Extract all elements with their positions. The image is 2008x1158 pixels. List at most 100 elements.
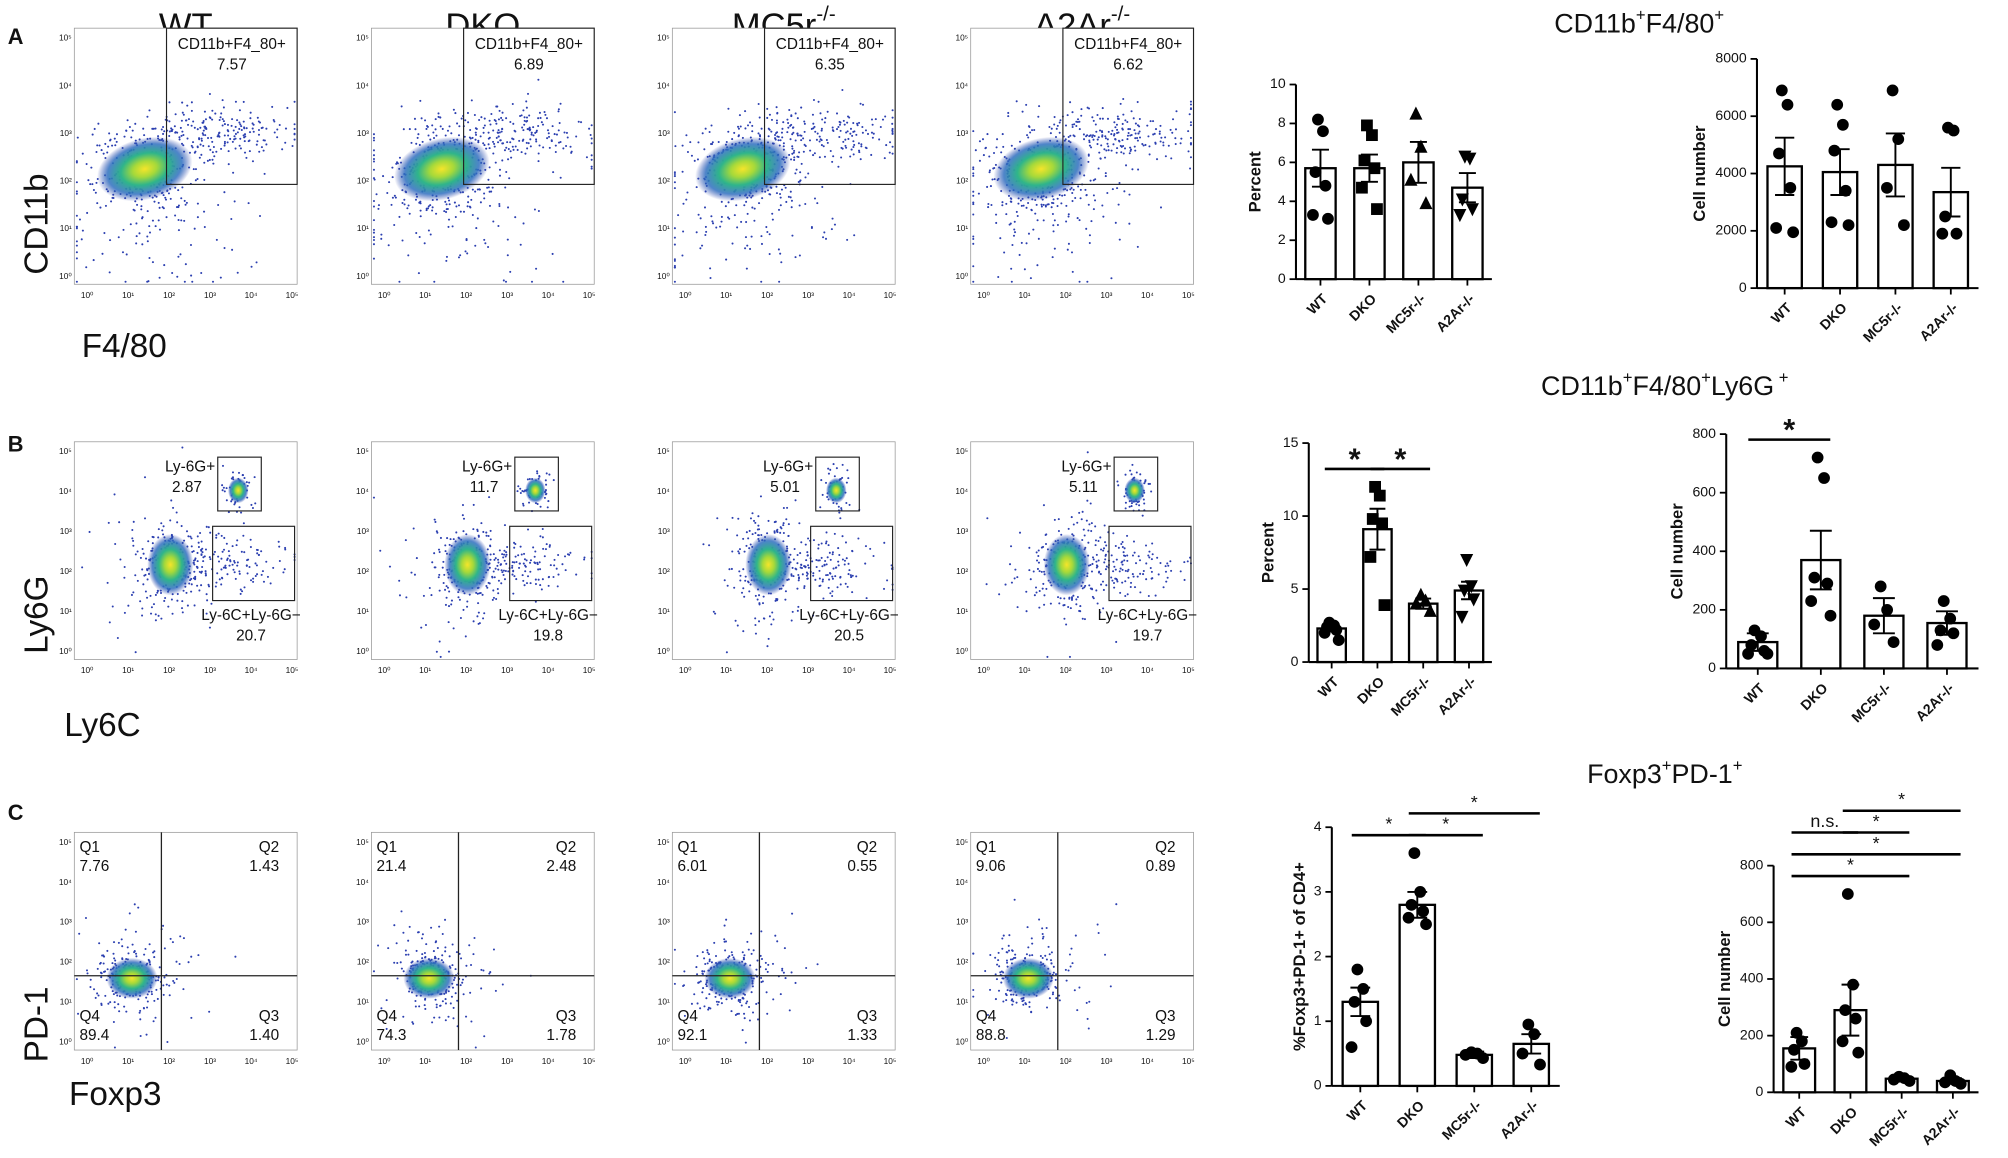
flow-y-tick-label: 10³: [658, 128, 670, 138]
flow-event: [142, 1007, 146, 1010]
flow-event: [1164, 136, 1167, 139]
flow-event: [825, 540, 828, 543]
flow-event: [457, 204, 461, 207]
flow-event: [746, 212, 749, 215]
flow-event: [842, 119, 845, 122]
flow-event: [1029, 277, 1032, 280]
flow-event: [206, 599, 209, 602]
flow-event: [1067, 215, 1070, 218]
flow-y-tick-label: 10¹: [658, 606, 670, 616]
flow-event: [523, 558, 526, 561]
flow-event: [791, 234, 794, 237]
flow-event: [682, 230, 685, 233]
flow-event: [737, 125, 740, 128]
flow-event: [1058, 602, 1061, 605]
flow-event: [1023, 268, 1026, 271]
flow-event: [180, 607, 184, 610]
flow-event: [1142, 144, 1145, 147]
flow-event: [1094, 544, 1097, 547]
flow-event: [1122, 551, 1125, 554]
flow-event: [681, 170, 684, 173]
flow-event: [75, 190, 78, 193]
flow-event: [147, 958, 150, 961]
flow-y-tick-label: 10²: [658, 176, 670, 186]
flow-event: [782, 522, 785, 525]
flow-event: [450, 995, 453, 998]
flow-event: [882, 587, 886, 590]
flow-event: [385, 1027, 388, 1030]
flow-event: [847, 477, 850, 480]
flow-event: [562, 147, 565, 150]
flow-event: [242, 134, 245, 137]
flow-event: [231, 248, 234, 251]
flow-event: [751, 130, 754, 133]
flow-event: [417, 272, 420, 275]
gate-label: Ly-6G+: [462, 458, 512, 475]
flow-event: [1172, 118, 1175, 121]
flow-event: [492, 553, 495, 556]
flow-event: [837, 560, 840, 563]
flow-event: [261, 570, 264, 573]
flow-event: [245, 564, 248, 567]
flow-x-tick-label: 10⁵: [1182, 290, 1195, 300]
flow-event: [1087, 203, 1090, 206]
flow-event: [238, 127, 241, 130]
flow-event: [1133, 129, 1136, 132]
flow-event: [216, 572, 219, 575]
flow-event: [689, 141, 692, 144]
flow-event: [1042, 582, 1045, 585]
gate-label: 6.35: [815, 56, 845, 73]
flow-event: [1115, 151, 1118, 154]
flow-x-tick-label: 10¹: [419, 290, 431, 300]
flow-event: [532, 126, 535, 129]
flow-event: [456, 999, 459, 1002]
flow-event: [794, 139, 797, 142]
flow-event: [845, 146, 848, 149]
flow-event: [492, 589, 495, 592]
flow-event: [1005, 213, 1008, 216]
flow-event: [1069, 134, 1072, 137]
flow-event: [107, 1002, 110, 1005]
flow-event: [1033, 128, 1036, 132]
flow-event: [1116, 147, 1119, 150]
flow-event: [511, 145, 514, 148]
flow-event: [799, 134, 802, 137]
flow-event: [1119, 591, 1122, 594]
flow-y-tick-label: 10⁰: [59, 271, 72, 281]
flow-density: [227, 477, 249, 504]
flow-event: [590, 158, 593, 161]
flow-event: [165, 983, 168, 986]
flow-event: [456, 983, 459, 986]
flow-event: [995, 146, 998, 149]
flow-event: [753, 519, 756, 522]
flow-event: [230, 500, 233, 503]
flow-event: [1095, 130, 1098, 133]
flow-event: [181, 130, 184, 133]
flow-event: [841, 88, 844, 92]
flow-event: [1119, 102, 1122, 105]
flow-event: [372, 149, 375, 152]
flow-event: [751, 533, 754, 536]
flow-event: [701, 132, 704, 135]
flow-event: [459, 616, 462, 620]
flow-event: [190, 101, 193, 104]
flow-event: [251, 506, 254, 510]
flow-event: [467, 195, 470, 198]
flow-event: [740, 1004, 743, 1007]
flow-event: [150, 993, 153, 996]
flow-event: [414, 999, 417, 1003]
flow-event: [444, 998, 447, 1001]
flow-event: [448, 203, 451, 206]
flow-event: [415, 949, 418, 952]
flow-event: [1067, 135, 1070, 139]
flow-event: [1090, 146, 1093, 149]
flow-event: [829, 592, 832, 595]
flow-event: [1138, 136, 1142, 139]
flow-event: [823, 121, 826, 124]
flow-event: [452, 627, 455, 630]
flow-event: [864, 545, 867, 548]
flow-event: [202, 133, 205, 136]
flow-y-axis-label: PD-1: [18, 987, 55, 1063]
flow-event: [488, 190, 491, 193]
flow-event: [89, 986, 92, 989]
